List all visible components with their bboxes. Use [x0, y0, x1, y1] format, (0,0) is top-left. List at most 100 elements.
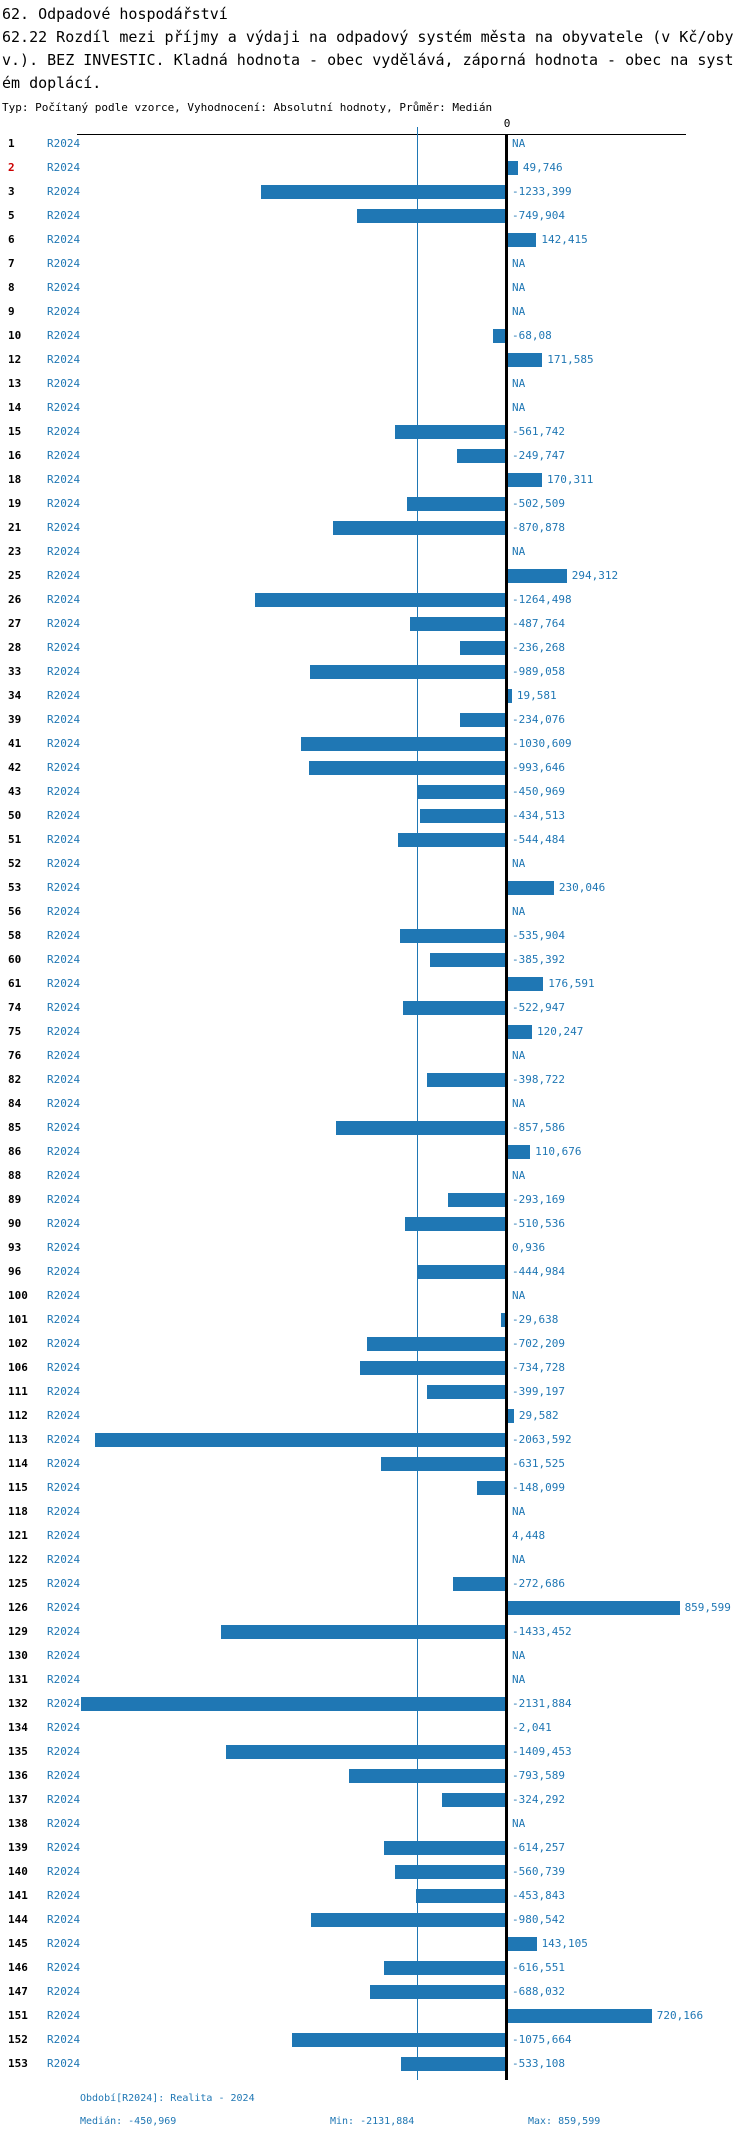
chart-row: 12 R2024 171,585	[0, 348, 750, 372]
series-label: R2024	[47, 953, 81, 966]
row-number: 139	[8, 1841, 28, 1854]
chart-row: 9 R2024 NA	[0, 300, 750, 324]
chart-row: 145 R2024 143,105	[0, 1932, 750, 1956]
bar	[508, 1025, 532, 1039]
series-label: R2024	[47, 977, 81, 990]
bar	[95, 1433, 507, 1447]
series-label: R2024	[47, 1385, 81, 1398]
chart-row: 85 R2024 -857,586	[0, 1116, 750, 1140]
chart-row: 134 R2024 -2,041	[0, 1716, 750, 1740]
series-label: R2024	[47, 233, 81, 246]
row-number: 89	[8, 1193, 22, 1206]
report-subtitle-line-3: ém doplácí.	[2, 74, 102, 92]
chart-row: 113 R2024 -2063,592	[0, 1428, 750, 1452]
series-label: R2024	[47, 1529, 81, 1542]
value-label: NA	[512, 281, 526, 294]
chart-row: 132 R2024 -2131,884	[0, 1692, 750, 1716]
chart-row: 3 R2024 -1233,399	[0, 180, 750, 204]
row-number: 14	[8, 401, 22, 414]
series-label: R2024	[47, 1505, 81, 1518]
series-label: R2024	[47, 713, 81, 726]
value-label: -444,984	[512, 1265, 565, 1278]
chart-row: 6 R2024 142,415	[0, 228, 750, 252]
series-label: R2024	[47, 1193, 81, 1206]
row-number: 28	[8, 641, 22, 654]
row-number: 151	[8, 2009, 28, 2022]
row-number: 112	[8, 1409, 28, 1422]
value-label: NA	[512, 1049, 526, 1062]
chart-row: 139 R2024 -614,257	[0, 1836, 750, 1860]
series-label: R2024	[47, 1961, 81, 1974]
value-label: -293,169	[512, 1193, 565, 1206]
value-label: NA	[512, 137, 526, 150]
chart-row: 16 R2024 -249,747	[0, 444, 750, 468]
row-number: 136	[8, 1769, 28, 1782]
report-subtitle-line-1: 62.22 Rozdíl mezi příjmy a výdaji na odp…	[2, 28, 734, 46]
value-label: NA	[512, 377, 526, 390]
series-label: R2024	[47, 665, 81, 678]
value-label: -385,392	[512, 953, 565, 966]
report-subtitle-line-2: v.). BEZ INVESTIC. Kladná hodnota - obec…	[2, 51, 734, 69]
chart-row: 88 R2024 NA	[0, 1164, 750, 1188]
bar	[402, 1001, 507, 1015]
value-label: -857,586	[512, 1121, 565, 1134]
bar	[416, 785, 507, 799]
bar	[400, 929, 507, 943]
value-label: -1433,452	[512, 1625, 572, 1638]
chart-row: 5 R2024 -749,904	[0, 204, 750, 228]
series-label: R2024	[47, 329, 81, 342]
row-number: 75	[8, 1025, 22, 1038]
chart-row: 125 R2024 -272,686	[0, 1572, 750, 1596]
value-label: -1075,664	[512, 2033, 572, 2046]
row-number: 131	[8, 1673, 28, 1686]
series-label: R2024	[47, 137, 81, 150]
row-number: 113	[8, 1433, 28, 1446]
row-number: 60	[8, 953, 22, 966]
row-number: 13	[8, 377, 22, 390]
value-label: 859,599	[684, 1601, 731, 1614]
series-label: R2024	[47, 377, 81, 390]
bar	[420, 809, 507, 823]
series-label: R2024	[47, 569, 81, 582]
value-label: -1233,399	[512, 185, 572, 198]
value-label: -2131,884	[512, 1697, 572, 1710]
row-number: 51	[8, 833, 22, 846]
value-label: -453,843	[512, 1889, 565, 1902]
row-number: 3	[8, 185, 15, 198]
bar	[459, 641, 507, 655]
row-number: 15	[8, 425, 22, 438]
value-label: -535,904	[512, 929, 565, 942]
row-number: 16	[8, 449, 22, 462]
row-number: 1	[8, 137, 15, 150]
value-label: -522,947	[512, 1001, 565, 1014]
bar	[333, 521, 507, 535]
value-label: -272,686	[512, 1577, 565, 1590]
row-number: 126	[8, 1601, 28, 1614]
bar	[309, 665, 507, 679]
row-number: 7	[8, 257, 15, 270]
row-number: 42	[8, 761, 22, 774]
chart-row: 101 R2024 -29,638	[0, 1308, 750, 1332]
bar	[398, 833, 507, 847]
bar	[366, 1337, 507, 1351]
series-label: R2024	[47, 497, 81, 510]
chart-row: 153 R2024 -533,108	[0, 2052, 750, 2076]
chart-row: 33 R2024 -989,058	[0, 660, 750, 684]
chart-row: 146 R2024 -616,551	[0, 1956, 750, 1980]
chart-row: 27 R2024 -487,764	[0, 612, 750, 636]
value-label: 143,105	[541, 1937, 588, 1950]
row-number: 118	[8, 1505, 28, 1518]
series-label: R2024	[47, 281, 81, 294]
chart-row: 13 R2024 NA	[0, 372, 750, 396]
chart-row: 114 R2024 -631,525	[0, 1452, 750, 1476]
row-number: 101	[8, 1313, 28, 1326]
series-label: R2024	[47, 1577, 81, 1590]
row-number: 39	[8, 713, 22, 726]
chart-row: 19 R2024 -502,509	[0, 492, 750, 516]
row-number: 12	[8, 353, 22, 366]
series-label: R2024	[47, 185, 81, 198]
series-label: R2024	[47, 1649, 81, 1662]
bar	[508, 977, 544, 991]
row-number: 138	[8, 1817, 28, 1830]
bar	[508, 233, 537, 247]
